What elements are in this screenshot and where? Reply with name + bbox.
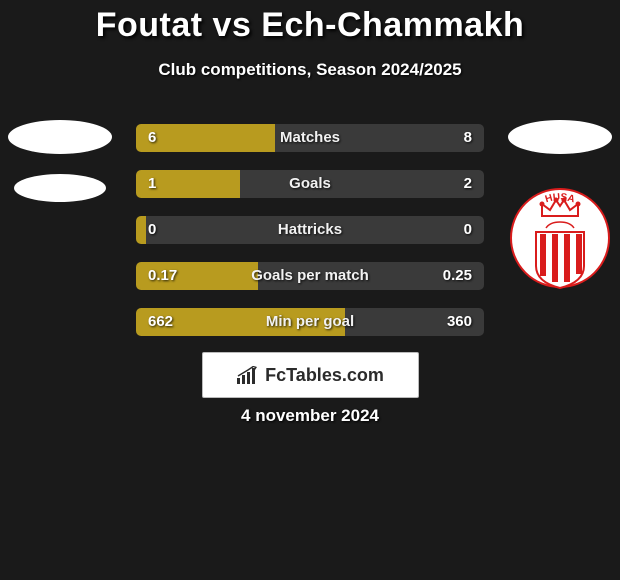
left-badge-1 [8,120,112,154]
source-logo: FcTables.com [202,352,419,398]
left-player-badges [8,120,112,222]
source-logo-label: FcTables.com [265,365,384,386]
source-logo-text: FcTables.com [237,365,384,386]
right-player-badges [508,120,612,174]
page-subtitle: Club competitions, Season 2024/2025 [0,60,620,80]
stat-label: Min per goal [136,308,484,336]
stat-label: Goals per match [136,262,484,290]
right-badge-1 [508,120,612,154]
page-title: Foutat vs Ech-Chammakh [0,6,620,45]
left-badge-2 [14,174,106,202]
stat-label: Matches [136,124,484,152]
bars-trend-icon [237,366,259,384]
stat-row: 00Hattricks [136,216,484,244]
stat-label: Hattricks [136,216,484,244]
stat-row: 0.170.25Goals per match [136,262,484,290]
comparison-card: Foutat vs Ech-Chammakh Club competitions… [0,0,620,580]
husa-badge-svg: HUSA [510,178,610,298]
stat-row: 662360Min per goal [136,308,484,336]
stats-container: 68Matches 12Goals 00Hattricks 0.170.25Goals… [136,124,484,354]
stat-row: 68Matches [136,124,484,152]
stat-row: 12Goals [136,170,484,198]
snapshot-date: 4 november 2024 [0,406,620,426]
stat-label: Goals [136,170,484,198]
husa-club-badge: HUSA [510,178,610,298]
